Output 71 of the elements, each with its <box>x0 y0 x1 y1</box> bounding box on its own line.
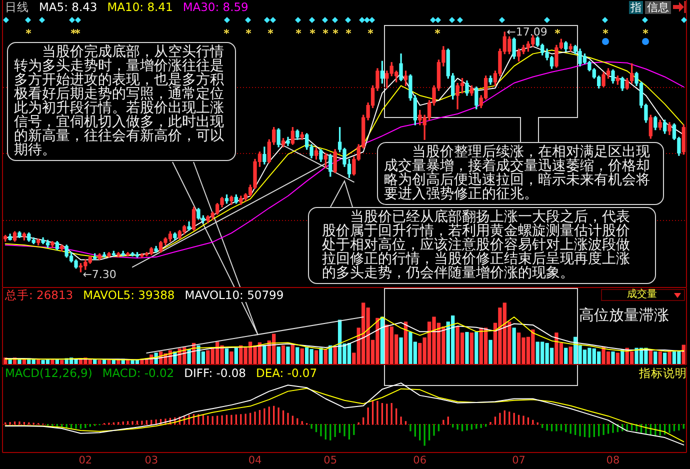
bar <box>564 348 568 364</box>
callout-box: 当股价完成底部，从空头行情转为多头走势时，量增价涨往往是多方开始进攻的表现，也是多方积极看好后期走势的写照，通常定位此为初升段行情。若股价出现上涨信号，宜伺机切入做多，此时出现的新高量，往往会有新高价，可以期待。 <box>7 42 236 161</box>
bar <box>648 350 653 364</box>
callout-box: 当股价整理后续涨，在相对满足区出现成交量暴增，接着成交量迅速萎缩，价格却略为创高后便迅速拉回，暗示未来有机会将要进入强势修正的征兆。 <box>377 142 664 205</box>
text: MAVOL5: 39388 <box>83 288 175 302</box>
bar <box>611 351 615 364</box>
bar <box>654 351 658 364</box>
dropdown: 成交量 <box>601 289 685 301</box>
bar <box>296 347 300 364</box>
bar <box>300 348 304 364</box>
annotation: 当股价已经从底部翻扬上涨一大段之后，代表股价属于回升行情，若利用黄金螺旋测量估计股价处于相对高位，应该注意股价容易针对上涨波段做拉回修正的行情，当股价修正结束后呈现再度上涨的多头走势，仍会伴随量增价涨的现象。 <box>322 209 631 281</box>
bar <box>50 358 54 364</box>
series-label: DIFF: -0.08 <box>184 366 246 380</box>
bar <box>18 359 22 364</box>
x-tick-label: 04 <box>248 454 262 466</box>
bar <box>224 348 229 364</box>
bar <box>658 351 662 364</box>
x-tick-label: 03 <box>144 454 158 466</box>
bar <box>93 359 97 364</box>
bar <box>262 345 266 364</box>
bar <box>662 352 667 364</box>
bar <box>234 348 238 364</box>
bar <box>281 345 286 364</box>
annotation: ←17.09 <box>506 25 548 38</box>
bar <box>8 358 12 364</box>
bar <box>512 328 516 364</box>
bar <box>488 340 492 364</box>
x-tick-label: 05 <box>324 454 338 466</box>
text: MACD: -0.02 <box>102 366 174 380</box>
series-label: DEA: -0.07 <box>256 366 318 380</box>
x-tick-label: 08 <box>606 454 620 466</box>
bar <box>616 352 620 364</box>
bar <box>55 359 59 364</box>
bar <box>314 350 318 364</box>
chart-title: 日线 <box>5 0 29 14</box>
button: 信息 <box>645 1 671 14</box>
annotation: 高位放量滞涨 <box>579 306 669 324</box>
text: MA10: 8.41 <box>107 0 173 14</box>
bar <box>107 360 111 364</box>
bar <box>668 351 672 364</box>
bar <box>319 348 323 364</box>
x-tick-label: 07 <box>512 454 526 466</box>
bar <box>470 332 474 364</box>
text: 指标说明 <box>639 366 687 381</box>
bar <box>60 360 64 364</box>
x-tick-label: 02 <box>78 454 92 466</box>
bar <box>324 350 328 364</box>
x-tick-label: 06 <box>413 454 427 466</box>
text: MA30: 8.59 <box>182 0 248 14</box>
bar <box>682 344 686 364</box>
bar <box>276 346 280 364</box>
button: 指 <box>629 1 643 14</box>
bar <box>116 360 120 364</box>
bar <box>230 351 234 364</box>
bar <box>380 316 384 364</box>
text: MAVOL10: 50799 <box>184 288 284 302</box>
bar <box>568 346 572 364</box>
bar <box>465 332 469 364</box>
text: MA5: 8.43 <box>39 0 98 14</box>
bar <box>286 346 290 364</box>
annotation: ←7.30 <box>82 268 116 281</box>
callout-box: 当股价已经从底部翻扬上涨一大段之后，代表股价属于回升行情，若利用黄金螺旋测量估计股价处于相对高位，应该注意股价容易针对上涨波段做拉回修正的行情，当股价修正结束后呈现再度上涨的多头走势，仍会伴随量增价涨的现象。 <box>308 207 656 284</box>
bar <box>474 332 478 364</box>
text: 总手: 26813 <box>5 288 74 302</box>
bar <box>404 322 408 364</box>
bar <box>399 337 403 364</box>
bar <box>98 360 102 364</box>
bar <box>484 328 488 364</box>
chart-title: MACD(12,26,9) <box>5 366 92 380</box>
bar <box>333 346 337 364</box>
bar <box>290 344 295 364</box>
